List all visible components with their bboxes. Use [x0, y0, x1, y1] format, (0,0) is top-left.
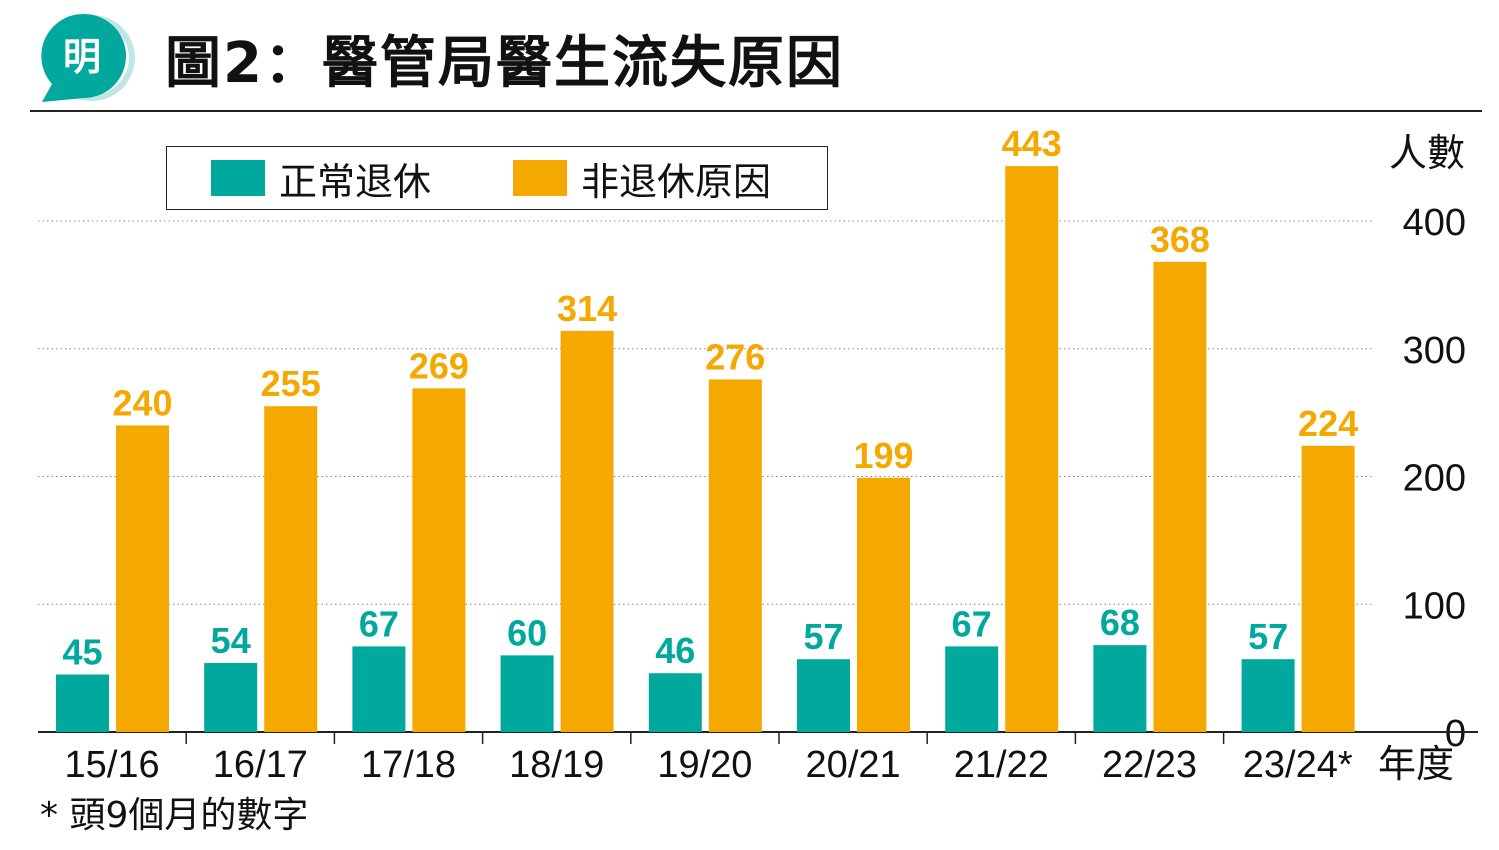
- y-axis-unit-label: 人數: [1388, 131, 1465, 175]
- bar: [945, 646, 999, 732]
- bar: [116, 425, 169, 732]
- bar: [857, 477, 910, 732]
- data-label: 276: [705, 336, 765, 377]
- data-label: 314: [557, 288, 617, 329]
- bar: [412, 388, 466, 732]
- x-tick-label: 18/19: [509, 744, 604, 786]
- data-label: 199: [853, 435, 913, 476]
- bar: [1093, 645, 1147, 732]
- y-tick-label: 400: [1403, 202, 1466, 244]
- x-tick-label: 16/17: [213, 744, 308, 786]
- data-label: 60: [507, 612, 547, 653]
- x-tick-label: 23/24*: [1243, 744, 1353, 786]
- legend-item-retirement: 正常退休: [211, 147, 431, 209]
- footnote: * 頭9個月的數字: [40, 795, 309, 836]
- logo-text: 明: [63, 35, 101, 79]
- legend-item-non-retirement: 非退休原因: [513, 147, 771, 209]
- bar: [352, 646, 406, 732]
- data-label: 54: [211, 620, 251, 661]
- bar: [1153, 261, 1207, 732]
- data-label: 67: [359, 603, 399, 644]
- data-label: 269: [409, 345, 469, 386]
- y-tick-label: 200: [1403, 458, 1466, 500]
- data-label: 45: [62, 632, 102, 673]
- bar: [797, 659, 850, 732]
- data-label: 67: [952, 603, 992, 644]
- bar: [1241, 659, 1295, 732]
- x-tick-label: 19/20: [657, 744, 752, 786]
- data-label: 224: [1298, 403, 1358, 444]
- bar: [1005, 166, 1059, 732]
- x-tick-label: 15/16: [65, 744, 160, 786]
- ming-pao-logo: 明: [22, 10, 162, 105]
- bar: [204, 663, 258, 732]
- data-label: 240: [112, 382, 172, 423]
- chart-title: 圖2：醫管局醫生流失原因: [165, 31, 844, 96]
- bar: [264, 406, 318, 732]
- bar: [1301, 445, 1355, 732]
- data-label: 68: [1100, 602, 1140, 643]
- data-label: 255: [261, 363, 321, 404]
- data-label: 57: [803, 616, 843, 657]
- x-tick-label: 20/21: [806, 744, 901, 786]
- data-label: 57: [1248, 616, 1288, 657]
- data-label: 443: [1002, 123, 1062, 164]
- x-axis-label: 年度: [1378, 742, 1454, 786]
- x-tick-label: 17/18: [361, 744, 456, 786]
- legend-label-retirement: 正常退休: [279, 159, 432, 204]
- y-tick-label: 0: [1445, 713, 1466, 755]
- y-tick-label: 100: [1403, 585, 1466, 627]
- data-label: 46: [655, 630, 695, 671]
- bar: [56, 674, 109, 732]
- bar: [560, 330, 614, 732]
- bar: [500, 655, 554, 732]
- legend: 正常退休 非退休原因: [166, 146, 828, 210]
- y-tick-label: 300: [1403, 330, 1466, 372]
- legend-label-non-retirement: 非退休原因: [581, 159, 772, 204]
- x-tick-label: 21/22: [954, 744, 1049, 786]
- x-tick-label: 22/23: [1102, 744, 1197, 786]
- data-label: 368: [1150, 219, 1210, 260]
- legend-swatch-retirement: [211, 160, 265, 196]
- bar: [648, 673, 702, 732]
- bar: [708, 379, 762, 732]
- legend-swatch-non-retirement: [513, 160, 567, 196]
- title-divider: [30, 110, 1482, 112]
